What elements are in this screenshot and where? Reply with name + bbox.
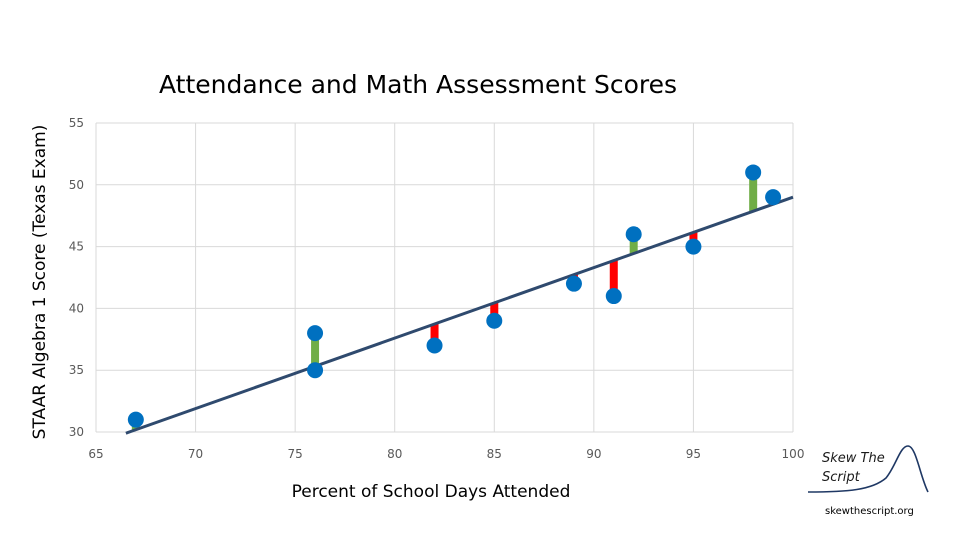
data-point xyxy=(605,288,622,305)
residual-bar xyxy=(609,260,618,297)
logo-curve xyxy=(807,445,929,493)
brand-name-line2: Script xyxy=(822,470,861,485)
chart-title: Attendance and Math Assessment Scores xyxy=(159,70,677,99)
brand-url: skewthescript.org xyxy=(825,506,914,517)
residual-bar xyxy=(749,172,758,212)
x-tick-label: 70 xyxy=(188,447,203,461)
data-point xyxy=(486,312,503,329)
data-point xyxy=(307,362,324,379)
grid xyxy=(95,122,794,433)
residual-bar xyxy=(490,302,499,321)
x-axis-label: Percent of School Days Attended xyxy=(292,482,571,502)
residual-bar xyxy=(311,333,320,367)
y-tick-label: 35 xyxy=(69,363,84,377)
regression-line xyxy=(125,195,794,435)
trendline xyxy=(125,195,794,435)
y-tick-label: 40 xyxy=(69,301,84,315)
x-tick-label: 90 xyxy=(586,447,601,461)
data-points xyxy=(127,164,782,428)
data-point xyxy=(565,275,582,292)
skew-the-script-logo: Skew The Script skewthescript.org xyxy=(807,445,929,517)
residual-bar xyxy=(430,324,439,346)
data-point xyxy=(307,325,324,342)
data-point xyxy=(765,189,782,206)
y-tick-label: 45 xyxy=(69,240,84,254)
tick-labels: 65 70 75 80 85 90 95 100 30 35 40 45 50 55 xyxy=(69,116,805,461)
y-tick-label: 50 xyxy=(69,178,84,192)
y-tick-label: 30 xyxy=(69,425,84,439)
data-point xyxy=(685,238,702,255)
x-tick-label: 95 xyxy=(686,447,701,461)
data-point xyxy=(426,337,443,354)
x-tick-label: 65 xyxy=(88,447,103,461)
y-tick-label: 55 xyxy=(69,116,84,130)
residual-bar xyxy=(629,234,638,254)
x-tick-label: 80 xyxy=(387,447,402,461)
x-tick-label: 100 xyxy=(782,447,805,461)
x-tick-label: 85 xyxy=(487,447,502,461)
data-point xyxy=(745,164,762,181)
y-axis-label: STAAR Algebra 1 Score (Texas Exam) xyxy=(30,125,50,440)
data-point xyxy=(625,226,642,243)
x-tick-label: 75 xyxy=(288,447,303,461)
brand-name-line1: Skew The xyxy=(822,451,885,466)
residuals xyxy=(131,172,778,430)
data-point xyxy=(127,411,144,428)
